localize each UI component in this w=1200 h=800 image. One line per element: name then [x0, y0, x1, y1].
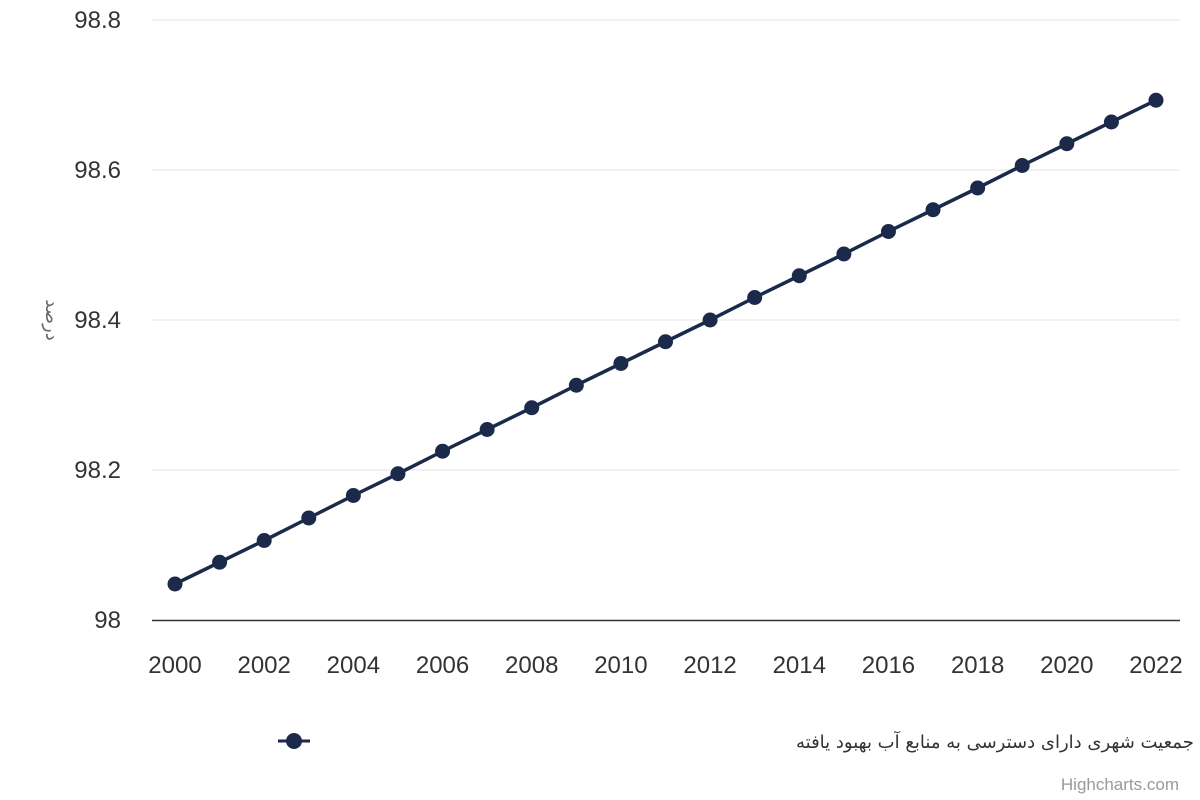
x-axis: 2000 2002 2004 2006 2008 2010 2012 2014 2016 2018…	[148, 619, 1183, 679]
data-point[interactable]	[970, 180, 986, 196]
x-tick-label: 2004	[327, 652, 380, 679]
data-point[interactable]	[1103, 114, 1119, 130]
data-point[interactable]	[925, 202, 941, 218]
y-axis: 98 98.2 98.4 98.6 98.8	[74, 7, 121, 634]
data-point[interactable]	[256, 533, 272, 548]
data-point[interactable]	[301, 510, 317, 526]
credits-link[interactable]: Highcharts.com	[1061, 775, 1179, 794]
data-point[interactable]	[167, 576, 183, 592]
x-tick-label: 2010	[594, 652, 647, 679]
x-tick-label: 2012	[683, 652, 736, 679]
x-tick-label: 2006	[416, 652, 469, 679]
x-tick-label: 2022	[1129, 652, 1182, 679]
x-tick-label: 2014	[773, 652, 826, 679]
data-point[interactable]	[880, 224, 896, 239]
data-point[interactable]	[836, 246, 852, 262]
y-tick-label: 98.2	[74, 457, 121, 484]
data-point[interactable]	[1059, 136, 1075, 152]
data-point[interactable]	[791, 268, 807, 284]
data-point[interactable]	[613, 356, 629, 371]
data-point[interactable]	[568, 377, 584, 393]
y-axis-title: درصد	[41, 299, 62, 340]
series-group[interactable]	[167, 92, 1164, 592]
y-tick-label: 98.8	[74, 7, 121, 34]
legend-marker-symbol	[286, 733, 302, 749]
x-tick-label: 2018	[951, 652, 1004, 679]
data-point[interactable]	[524, 400, 540, 416]
data-point[interactable]	[1148, 92, 1164, 108]
x-tick-label: 2016	[862, 652, 915, 679]
legend-item-label[interactable]: سهم جمعیت شهری دارای دسترسی به منابع آب …	[796, 730, 1200, 753]
x-tick-label: 2002	[237, 652, 290, 679]
y-tick-label: 98.4	[74, 307, 121, 334]
y-tick-label: 98	[94, 607, 121, 634]
data-point[interactable]	[345, 488, 361, 503]
data-point[interactable]	[658, 334, 673, 350]
x-tick-label: 2020	[1040, 652, 1093, 679]
legend[interactable]: سهم جمعیت شهری دارای دسترسی به منابع آب …	[278, 730, 1200, 753]
data-point[interactable]	[747, 290, 763, 305]
y-tick-label: 98.6	[74, 157, 121, 184]
data-point[interactable]	[702, 312, 718, 328]
data-point[interactable]	[479, 422, 495, 437]
x-tick-label: 2000	[148, 652, 201, 679]
data-point[interactable]	[435, 443, 451, 459]
data-point[interactable]	[390, 466, 406, 482]
x-tick-label: 2008	[505, 652, 558, 679]
grid-lines	[152, 19, 1180, 471]
data-point[interactable]	[212, 554, 228, 570]
data-point[interactable]	[1014, 158, 1030, 173]
